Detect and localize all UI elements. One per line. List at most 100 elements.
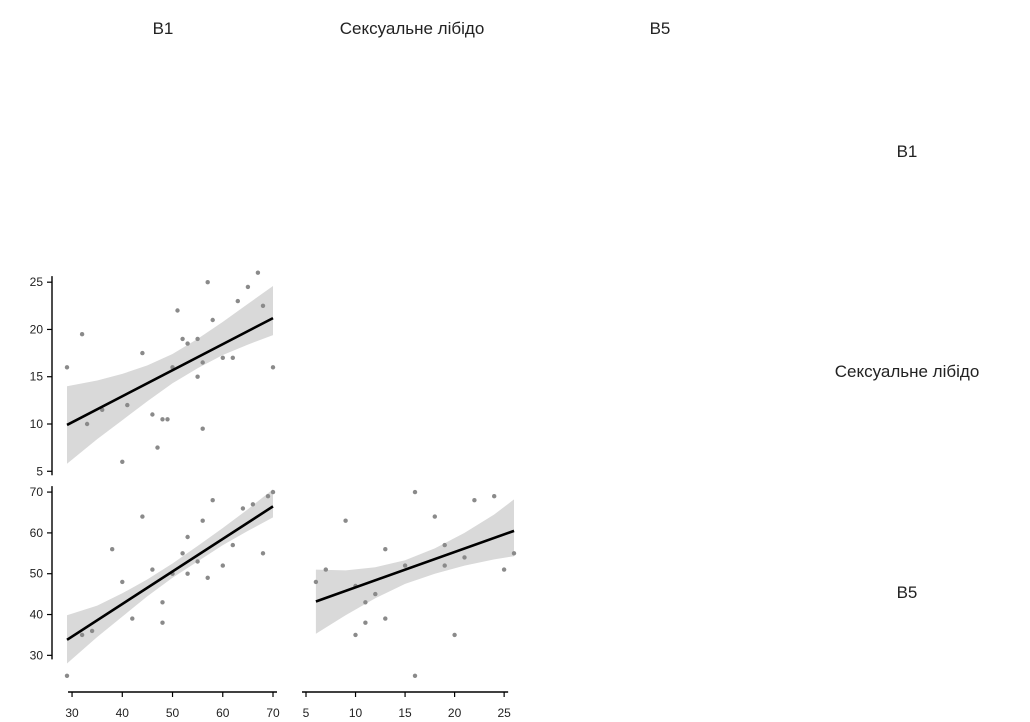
data-point (363, 620, 368, 625)
data-point (210, 498, 215, 503)
data-point (195, 374, 200, 379)
panel-libido_vs_b1: 5 10 15 20 25 (30, 270, 276, 478)
y-tick-label: 70 (30, 485, 44, 499)
data-point (150, 412, 155, 417)
data-point (125, 402, 130, 408)
y-tick-label: 60 (30, 526, 44, 540)
data-point (245, 284, 251, 290)
data-point (205, 575, 210, 580)
data-point (140, 514, 145, 519)
data-point (230, 355, 235, 360)
data-point (64, 365, 70, 370)
data-point (240, 506, 246, 511)
data-point (235, 298, 240, 304)
data-point (260, 303, 266, 308)
data-point (323, 567, 328, 572)
data-point (343, 518, 348, 523)
data-point (120, 579, 125, 585)
data-point (260, 551, 266, 556)
regression-line (66, 505, 274, 641)
data-point (265, 494, 271, 499)
y-tick-label: 40 (30, 608, 44, 622)
data-point (492, 494, 497, 499)
data-point (452, 632, 457, 638)
x-tick-label: 10 (349, 706, 363, 720)
data-point (185, 534, 190, 540)
y-tick-label: 5 (36, 464, 43, 478)
data-point (160, 600, 165, 605)
data-point (120, 459, 125, 464)
data-point (210, 317, 215, 323)
confidence-band (67, 286, 273, 464)
data-point (313, 579, 319, 585)
data-point (383, 547, 388, 552)
data-point (79, 332, 85, 337)
regression-line (66, 316, 274, 427)
x-tick-label: 15 (398, 706, 412, 720)
data-point (412, 489, 418, 495)
data-point (185, 571, 190, 576)
data-point (432, 514, 437, 519)
data-point (205, 280, 210, 285)
data-point (200, 426, 205, 431)
data-point (110, 547, 115, 552)
data-point (175, 308, 180, 313)
column-label-libido: Сексуальне лібідо (340, 19, 485, 38)
x-tick-label: 40 (116, 706, 130, 720)
confidence-band (67, 489, 273, 664)
x-tick-label: 20 (448, 706, 462, 720)
x-tick-label: 60 (216, 706, 230, 720)
data-point (373, 591, 378, 597)
data-point (250, 502, 256, 507)
x-tick-label: 5 (303, 706, 310, 720)
regression-line (315, 529, 515, 603)
x-tick-label: 25 (497, 706, 511, 720)
data-point (195, 336, 200, 342)
data-point (270, 489, 276, 495)
data-point (363, 600, 368, 605)
data-point (165, 417, 170, 422)
data-point (501, 567, 507, 572)
y-tick-label: 15 (30, 370, 44, 384)
data-point (200, 360, 205, 365)
data-point (195, 559, 200, 564)
data-point (442, 563, 447, 568)
data-point (130, 616, 135, 621)
x-tick-label: 50 (166, 706, 180, 720)
y-tick-label: 20 (30, 322, 44, 336)
column-label-b1: В1 (153, 19, 174, 38)
x-tick-label: 30 (65, 706, 79, 720)
row-label-libido: Сексуальне лібідо (835, 362, 980, 381)
x-tick-label: 70 (266, 706, 280, 720)
data-point (160, 417, 165, 422)
data-point (220, 355, 225, 360)
data-point (155, 445, 160, 450)
data-point (511, 551, 517, 556)
y-tick-label: 10 (30, 417, 44, 431)
scatter-panels: 5 10 15 20 25 30 40 50 60 70 30 40 50 60 70 5 10 15 20 25 (30, 270, 517, 720)
data-point (84, 421, 90, 427)
data-point (140, 350, 145, 356)
data-point (255, 270, 261, 275)
data-point (160, 620, 165, 625)
data-point (185, 341, 190, 346)
data-point (402, 563, 408, 568)
data-point (180, 551, 185, 556)
data-point (180, 336, 185, 342)
data-point (230, 542, 235, 548)
row-label-b1: В1 (897, 142, 918, 161)
data-point (64, 673, 70, 678)
data-point (472, 498, 477, 503)
data-point (270, 365, 276, 370)
data-point (200, 518, 205, 523)
data-point (89, 628, 95, 634)
data-point (79, 632, 85, 638)
column-label-b5: В5 (650, 19, 671, 38)
panel-b5_vs_libido: 5 10 15 20 25 (302, 489, 517, 720)
data-point (442, 542, 447, 548)
data-point (383, 616, 388, 621)
data-point (220, 563, 225, 568)
y-tick-label: 50 (30, 567, 44, 581)
